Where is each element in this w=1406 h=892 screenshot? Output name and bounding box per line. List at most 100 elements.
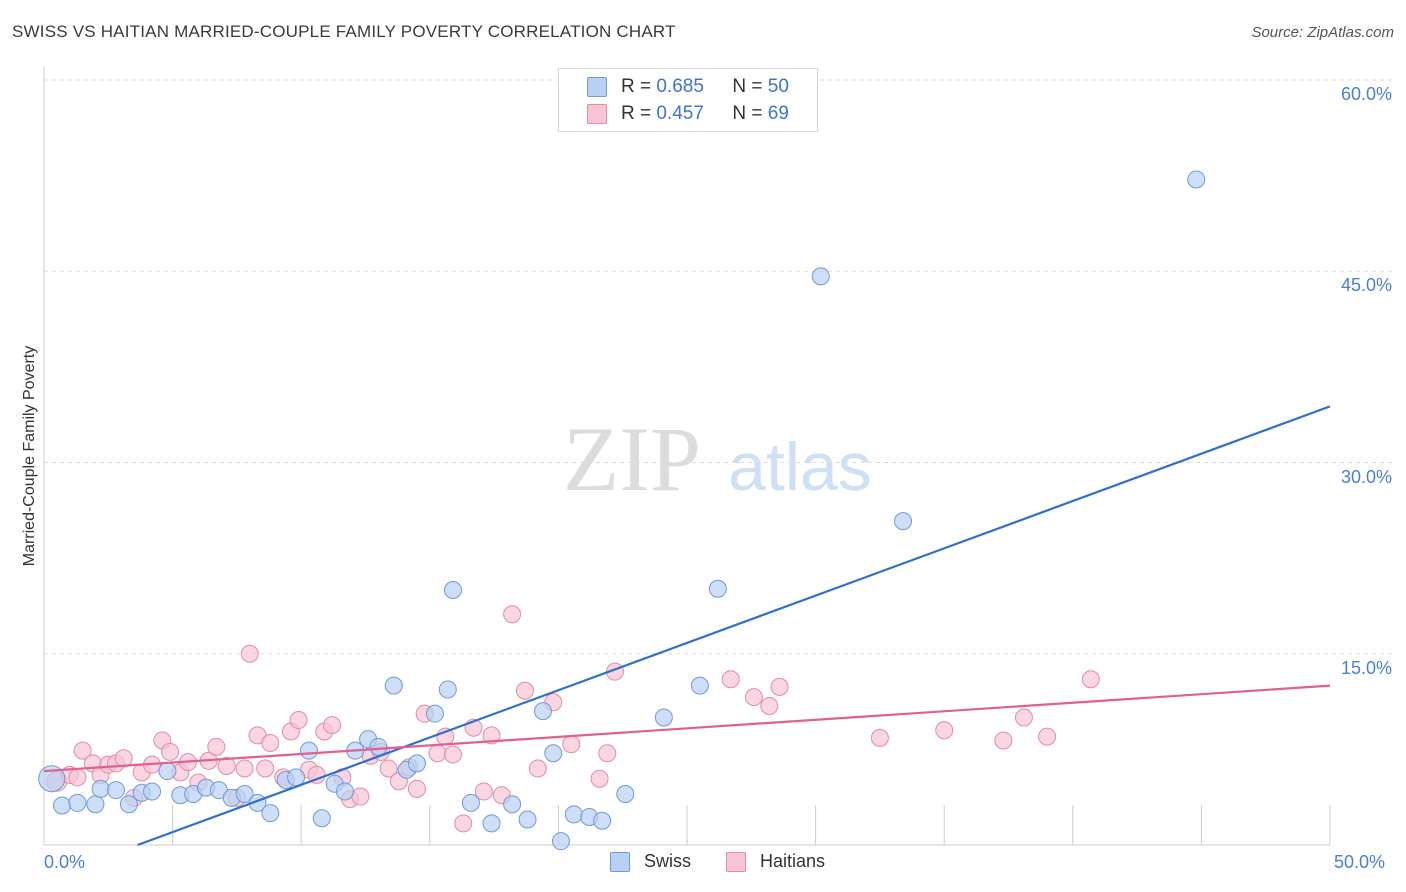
swiss-point — [616, 785, 635, 803]
swiss-point — [811, 267, 830, 286]
swiss-point — [235, 785, 254, 803]
chart-title: SWISS VS HAITIAN MARRIED-COUPLE FAMILY P… — [12, 22, 676, 41]
legend-item-swiss: Swiss — [610, 851, 691, 872]
haitians-legend-swatch — [726, 851, 746, 872]
grid-lines — [43, 66, 1392, 846]
swiss-point — [86, 795, 105, 814]
y-tick-label-3: 60.0% — [1340, 84, 1392, 104]
swiss-point — [518, 810, 537, 829]
haitians-point — [482, 726, 501, 745]
haitians-point — [68, 768, 87, 787]
swiss-point — [369, 737, 388, 756]
haitians-point — [114, 749, 133, 768]
swiss-point — [461, 793, 480, 812]
legend-row-swiss: R = 0.685 N = 50 — [587, 75, 789, 99]
haitians-point — [261, 734, 280, 752]
haitians-point — [474, 782, 493, 801]
haitians-point — [528, 759, 547, 778]
correlation-legend: R = 0.685 N = 50 R = 0.457 N = 69 — [558, 68, 818, 132]
haitians-point — [207, 737, 226, 756]
swiss-point — [438, 680, 457, 699]
swiss-point — [690, 676, 709, 695]
x-tick-label-max: 50.0% — [1334, 852, 1386, 872]
swiss-point — [708, 579, 727, 598]
haitians-point — [454, 814, 473, 833]
trend-lines — [43, 405, 1331, 847]
swiss-point — [443, 581, 462, 599]
source-label: Source: ZipAtlas.com — [1251, 24, 1394, 41]
haitians-point — [562, 735, 581, 754]
swiss-point — [654, 708, 673, 727]
swiss-point — [533, 702, 552, 721]
haitians-point — [73, 741, 92, 760]
swiss-point — [551, 832, 570, 851]
swiss-point — [503, 795, 522, 814]
legend-row-haitians: R = 0.457 N = 69 — [587, 102, 789, 126]
swiss-point — [482, 814, 501, 833]
haitians-points — [46, 605, 1100, 833]
swiss-point — [544, 744, 563, 763]
watermark: ZIP atlas — [563, 408, 872, 510]
haitians-point — [323, 716, 342, 735]
haitians-point — [590, 769, 609, 788]
swiss-point — [119, 795, 138, 814]
haitians-point — [351, 787, 370, 806]
haitians-point — [443, 745, 462, 764]
haitians-legend-label: Haitians — [760, 851, 826, 871]
swiss-point — [299, 741, 318, 760]
haitians-point — [240, 644, 259, 663]
swiss-point — [261, 804, 280, 823]
haitians-point — [870, 728, 889, 747]
haitians-point — [407, 779, 426, 798]
swiss-point — [593, 811, 612, 830]
haitians-trendline — [43, 684, 1331, 773]
haitians-point — [1014, 708, 1033, 727]
haitians-point — [744, 688, 763, 707]
haitians-point — [1081, 670, 1100, 689]
swiss-point — [564, 805, 583, 824]
swiss-legend-label: Swiss — [644, 851, 692, 871]
swiss-points — [38, 170, 1206, 851]
haitians-point — [256, 759, 275, 778]
haitians-point — [428, 744, 447, 763]
y-tick-label-2: 45.0% — [1340, 275, 1392, 296]
haitians-point — [935, 721, 954, 740]
haitians-point — [289, 711, 308, 730]
haitians-point — [217, 756, 236, 775]
swiss-r-label: R = — [621, 76, 657, 97]
haitians-r-value: 0.457 — [656, 103, 704, 124]
swiss-point — [143, 782, 162, 801]
swiss-n-label: N = — [732, 76, 768, 97]
haitians-n-value: 69 — [767, 103, 789, 124]
swiss-point — [38, 765, 66, 793]
y-tick-label-1: 30.0% — [1340, 466, 1392, 487]
haitians-point — [161, 742, 180, 761]
haitians-n-label: N = — [732, 103, 768, 124]
swiss-n-value: 50 — [767, 76, 789, 97]
swiss-point — [1187, 170, 1206, 189]
haitians-r-label: R = — [621, 103, 657, 124]
haitians-point — [994, 731, 1013, 750]
swiss-point — [68, 793, 87, 812]
haitians-point — [721, 670, 740, 689]
swiss-legend-swatch — [610, 851, 630, 872]
swiss-swatch — [587, 77, 607, 97]
swiss-point — [894, 512, 913, 531]
watermark-atlas: atlas — [728, 429, 872, 505]
y-tick-label-0: 15.0% — [1340, 657, 1392, 678]
haitians-swatch — [587, 104, 607, 124]
swiss-point — [384, 676, 403, 695]
swiss-point — [158, 762, 177, 781]
haitians-point — [515, 681, 534, 700]
swiss-point — [91, 779, 110, 798]
watermark-zip: ZIP — [563, 408, 701, 510]
haitians-point — [1038, 727, 1057, 746]
swiss-point — [107, 781, 126, 800]
swiss-r-value: 0.685 — [656, 76, 704, 97]
haitians-point — [235, 759, 254, 778]
x-tick-label-min: 0.0% — [44, 852, 86, 872]
swiss-point — [53, 796, 72, 815]
haitians-point — [760, 697, 779, 716]
swiss-point — [312, 809, 331, 828]
swiss-point — [335, 782, 354, 801]
